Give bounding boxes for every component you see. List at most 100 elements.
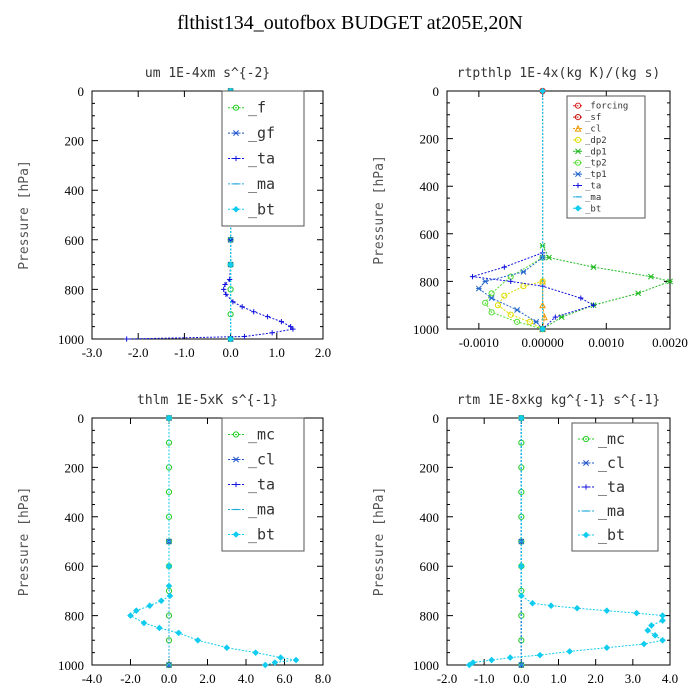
series-line xyxy=(478,257,543,330)
data-point xyxy=(603,644,611,652)
legend-entry: _gf xyxy=(248,124,275,142)
data-point xyxy=(566,648,573,655)
data-point xyxy=(488,309,495,316)
data-point xyxy=(251,309,257,315)
data-point xyxy=(539,254,546,261)
legend-entry: _dp1 xyxy=(585,147,607,157)
data-point xyxy=(648,622,655,629)
data-point xyxy=(494,302,502,309)
data-point xyxy=(578,295,584,301)
y-axis-label: Pressure [hPa] xyxy=(17,160,32,270)
data-point xyxy=(230,299,236,305)
chart-panel-4: rtm 1E-8xkg kg^{-1} s^{-1} Pressure [hPa]… xyxy=(372,393,678,686)
series-bt xyxy=(127,414,300,669)
legend-marker xyxy=(574,102,582,109)
panel-title: um 1E-4xm s^{-2} xyxy=(145,66,270,81)
data-point xyxy=(539,87,546,95)
series-dp1 xyxy=(539,242,673,332)
y-axis-label: Pressure [hPa] xyxy=(17,487,32,597)
x-tick-label: 2.0 xyxy=(315,345,331,360)
legend-entry: _ta xyxy=(585,182,601,192)
data-point xyxy=(590,302,597,308)
data-point xyxy=(501,264,507,270)
series-line xyxy=(542,281,546,330)
x-tick-label: 0.00000 xyxy=(521,335,563,350)
data-point xyxy=(241,333,248,340)
legend-marker xyxy=(233,481,239,488)
data-point xyxy=(194,636,202,644)
data-point xyxy=(227,335,234,343)
legend-marker xyxy=(233,155,239,162)
legend-entry: _f xyxy=(248,99,266,117)
series-bt xyxy=(539,87,546,333)
data-point xyxy=(529,599,536,607)
y-axis-label: Pressure [hPa] xyxy=(372,155,387,265)
data-point xyxy=(573,604,581,612)
data-point xyxy=(292,656,300,664)
data-point xyxy=(482,299,489,306)
data-point xyxy=(501,292,508,299)
data-point xyxy=(157,597,165,605)
x-tick-label: -1.0 xyxy=(174,345,195,360)
data-point xyxy=(633,609,640,617)
data-point xyxy=(640,640,648,648)
data-point xyxy=(651,632,659,639)
data-point xyxy=(165,562,173,570)
y-tick-label: 1000 xyxy=(413,658,439,673)
data-point xyxy=(223,291,229,297)
series-cl xyxy=(539,277,548,333)
series-dp2 xyxy=(494,278,546,333)
legend-entry: _ma xyxy=(248,501,275,519)
data-point xyxy=(165,582,173,590)
series-line xyxy=(497,280,543,330)
x-tick-label: -4.0 xyxy=(82,671,103,686)
data-point xyxy=(488,656,495,664)
legend-marker xyxy=(232,431,240,438)
legend-entry: _ta xyxy=(598,478,625,496)
x-tick-label: -2.0 xyxy=(120,671,141,686)
series-line xyxy=(484,257,543,330)
data-point xyxy=(469,274,476,280)
y-tick-label: 200 xyxy=(65,134,85,149)
y-tick-label: 0 xyxy=(433,411,440,426)
legend-entry: _forcing xyxy=(585,102,628,112)
x-tick-label: 0.0 xyxy=(513,671,529,686)
legend-marker xyxy=(574,114,582,121)
legend-marker xyxy=(574,159,582,166)
x-tick-label: 2.0 xyxy=(588,671,604,686)
data-point xyxy=(261,661,269,669)
x-tick-label: 8.0 xyxy=(315,671,331,686)
y-tick-label: 800 xyxy=(420,274,440,289)
legend-entry: _ma xyxy=(248,175,275,193)
legend-entry: _mc xyxy=(598,430,625,448)
legend-marker xyxy=(574,136,582,143)
data-point xyxy=(647,273,654,280)
legend-marker xyxy=(574,204,582,212)
data-point xyxy=(278,319,285,325)
panel-title: rtm 1E-8xkg kg^{-1} s^{-1} xyxy=(457,393,661,408)
data-point xyxy=(290,326,296,332)
y-tick-label: 800 xyxy=(65,609,85,624)
legend-entry: _cl xyxy=(598,454,625,472)
data-point xyxy=(271,659,279,666)
data-point xyxy=(508,278,514,284)
panel-title: thlm 1E-5xK s^{-1} xyxy=(137,393,278,408)
data-point xyxy=(659,617,666,624)
data-point xyxy=(488,295,495,302)
data-point xyxy=(252,649,259,656)
legend: _mc _cl _ta _ma _bt xyxy=(221,417,305,552)
x-tick-label: 6.0 xyxy=(276,671,292,686)
x-tick-label: -0.0010 xyxy=(459,335,499,350)
data-point xyxy=(635,290,642,297)
y-tick-label: 800 xyxy=(65,282,85,297)
legend-entry: _ma xyxy=(598,502,625,520)
data-point xyxy=(558,314,565,321)
data-point xyxy=(541,313,548,321)
series-ta xyxy=(469,250,597,332)
y-tick-label: 800 xyxy=(420,609,440,624)
data-point xyxy=(533,318,540,325)
figure-title: flthist134_outofbox BUDGET at205E,20N xyxy=(177,12,523,34)
y-tick-label: 1000 xyxy=(58,658,84,673)
legend-marker xyxy=(232,531,240,538)
data-point xyxy=(514,307,521,313)
